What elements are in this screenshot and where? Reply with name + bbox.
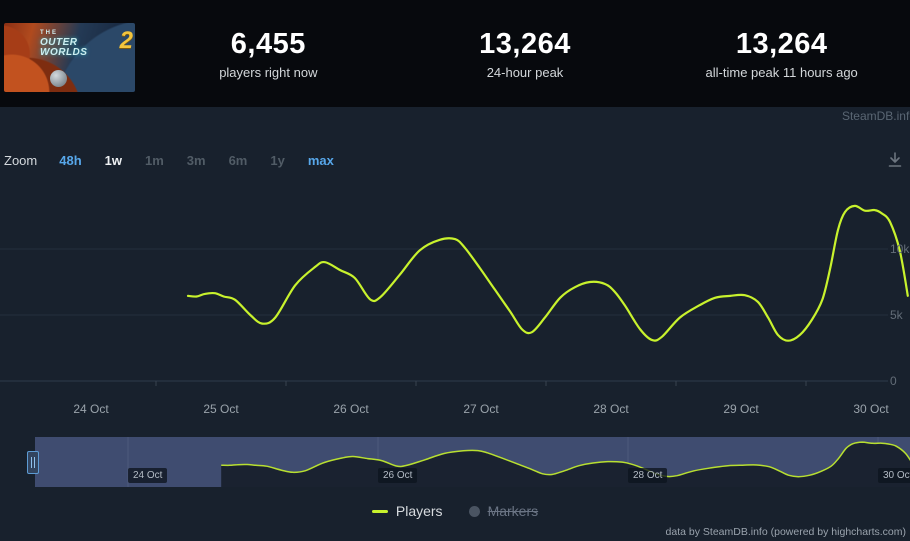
- x-axis-label-28-Oct: 28 Oct: [593, 402, 629, 416]
- players-line-icon: [371, 509, 388, 513]
- stat-current-players: 6,455 players right now: [140, 0, 397, 107]
- zoom-toolbar: Zoom 48h 1w 1m 3m 6m 1y max: [4, 146, 904, 174]
- navigator-date-label-24-Oct: 24 Oct: [128, 468, 168, 483]
- game-logo: THE OUTER WORLDS 2: [40, 27, 133, 58]
- 24h-peak-label: 24-hour peak: [486, 64, 564, 80]
- legend-markers-label: Markers: [487, 503, 539, 519]
- game-logo-the: THE: [40, 30, 58, 36]
- download-icon: [888, 152, 902, 167]
- zoom-button-1y[interactable]: 1y: [261, 149, 293, 172]
- alltime-peak-label: all-time peak 11 hours ago: [705, 64, 858, 80]
- 24h-peak-value: 13,264: [479, 27, 571, 60]
- navigator-date-label-26-Oct: 26 Oct: [378, 468, 418, 483]
- game-logo-title: OUTER WORLDS: [40, 37, 88, 58]
- y-axis-label-10k: 10k: [890, 242, 910, 256]
- legend-item-markers[interactable]: Markers: [468, 503, 539, 519]
- legend-item-players[interactable]: Players: [371, 503, 443, 519]
- zoom-button-max[interactable]: max: [299, 149, 343, 172]
- y-axis-label-5k: 5k: [890, 308, 903, 322]
- game-logo-number: 2: [119, 27, 133, 54]
- zoom-button-1w[interactable]: 1w: [96, 149, 131, 172]
- stat-24h-peak: 13,264 24-hour peak: [397, 0, 654, 107]
- navigator-date-label-30-Oct: 30 Oct: [878, 468, 910, 483]
- x-axis-label-29-Oct: 29 Oct: [723, 402, 759, 416]
- moon-art: [50, 70, 67, 87]
- navigator[interactable]: 24 Oct 26 Oct 28 Oct 30 Oct: [0, 437, 910, 487]
- x-axis-label-25-Oct: 25 Oct: [203, 402, 239, 416]
- x-axis-label-26-Oct: 26 Oct: [333, 402, 369, 416]
- zoom-button-6m[interactable]: 6m: [220, 149, 257, 172]
- x-axis-label-30-Oct: 30 Oct: [853, 402, 889, 416]
- header-stats: 6,455 players right now 13,264 24-hour p…: [140, 0, 910, 107]
- game-capsule[interactable]: THE OUTER WORLDS 2: [4, 23, 135, 92]
- legend-players-label: Players: [395, 503, 443, 519]
- navigator-left-handle[interactable]: [27, 451, 39, 474]
- zoom-button-3m[interactable]: 3m: [178, 149, 215, 172]
- y-axis-label-0: 0: [890, 374, 897, 388]
- navigator-area-fill: [221, 442, 910, 487]
- players-series-line[interactable]: [186, 204, 909, 342]
- chart-credits[interactable]: data by SteamDB.info (powered by highcha…: [665, 526, 906, 538]
- navigator-series-line: [221, 441, 910, 478]
- zoom-button-1m[interactable]: 1m: [136, 149, 173, 172]
- current-players-value: 6,455: [230, 27, 306, 60]
- markers-circle-icon: [468, 505, 480, 517]
- zoom-buttons: 48h 1w 1m 3m 6m 1y max: [50, 149, 343, 172]
- stat-alltime-peak: 13,264 all-time peak 11 hours ago: [653, 0, 910, 107]
- app-header: THE OUTER WORLDS 2 6,455 players right n…: [0, 0, 910, 107]
- download-button[interactable]: [886, 151, 904, 169]
- x-axis-label-27-Oct: 27 Oct: [463, 402, 499, 416]
- x-axis-label-24-Oct: 24 Oct: [73, 402, 109, 416]
- zoom-button-48h[interactable]: 48h: [50, 149, 90, 172]
- navigator-date-label-28-Oct: 28 Oct: [628, 468, 668, 483]
- chart-legend: Players Markers: [0, 497, 910, 525]
- zoom-label: Zoom: [4, 152, 38, 168]
- steamdb-watermark[interactable]: SteamDB.info: [841, 109, 910, 123]
- alltime-peak-value: 13,264: [735, 27, 828, 60]
- current-players-label: players right now: [219, 64, 318, 80]
